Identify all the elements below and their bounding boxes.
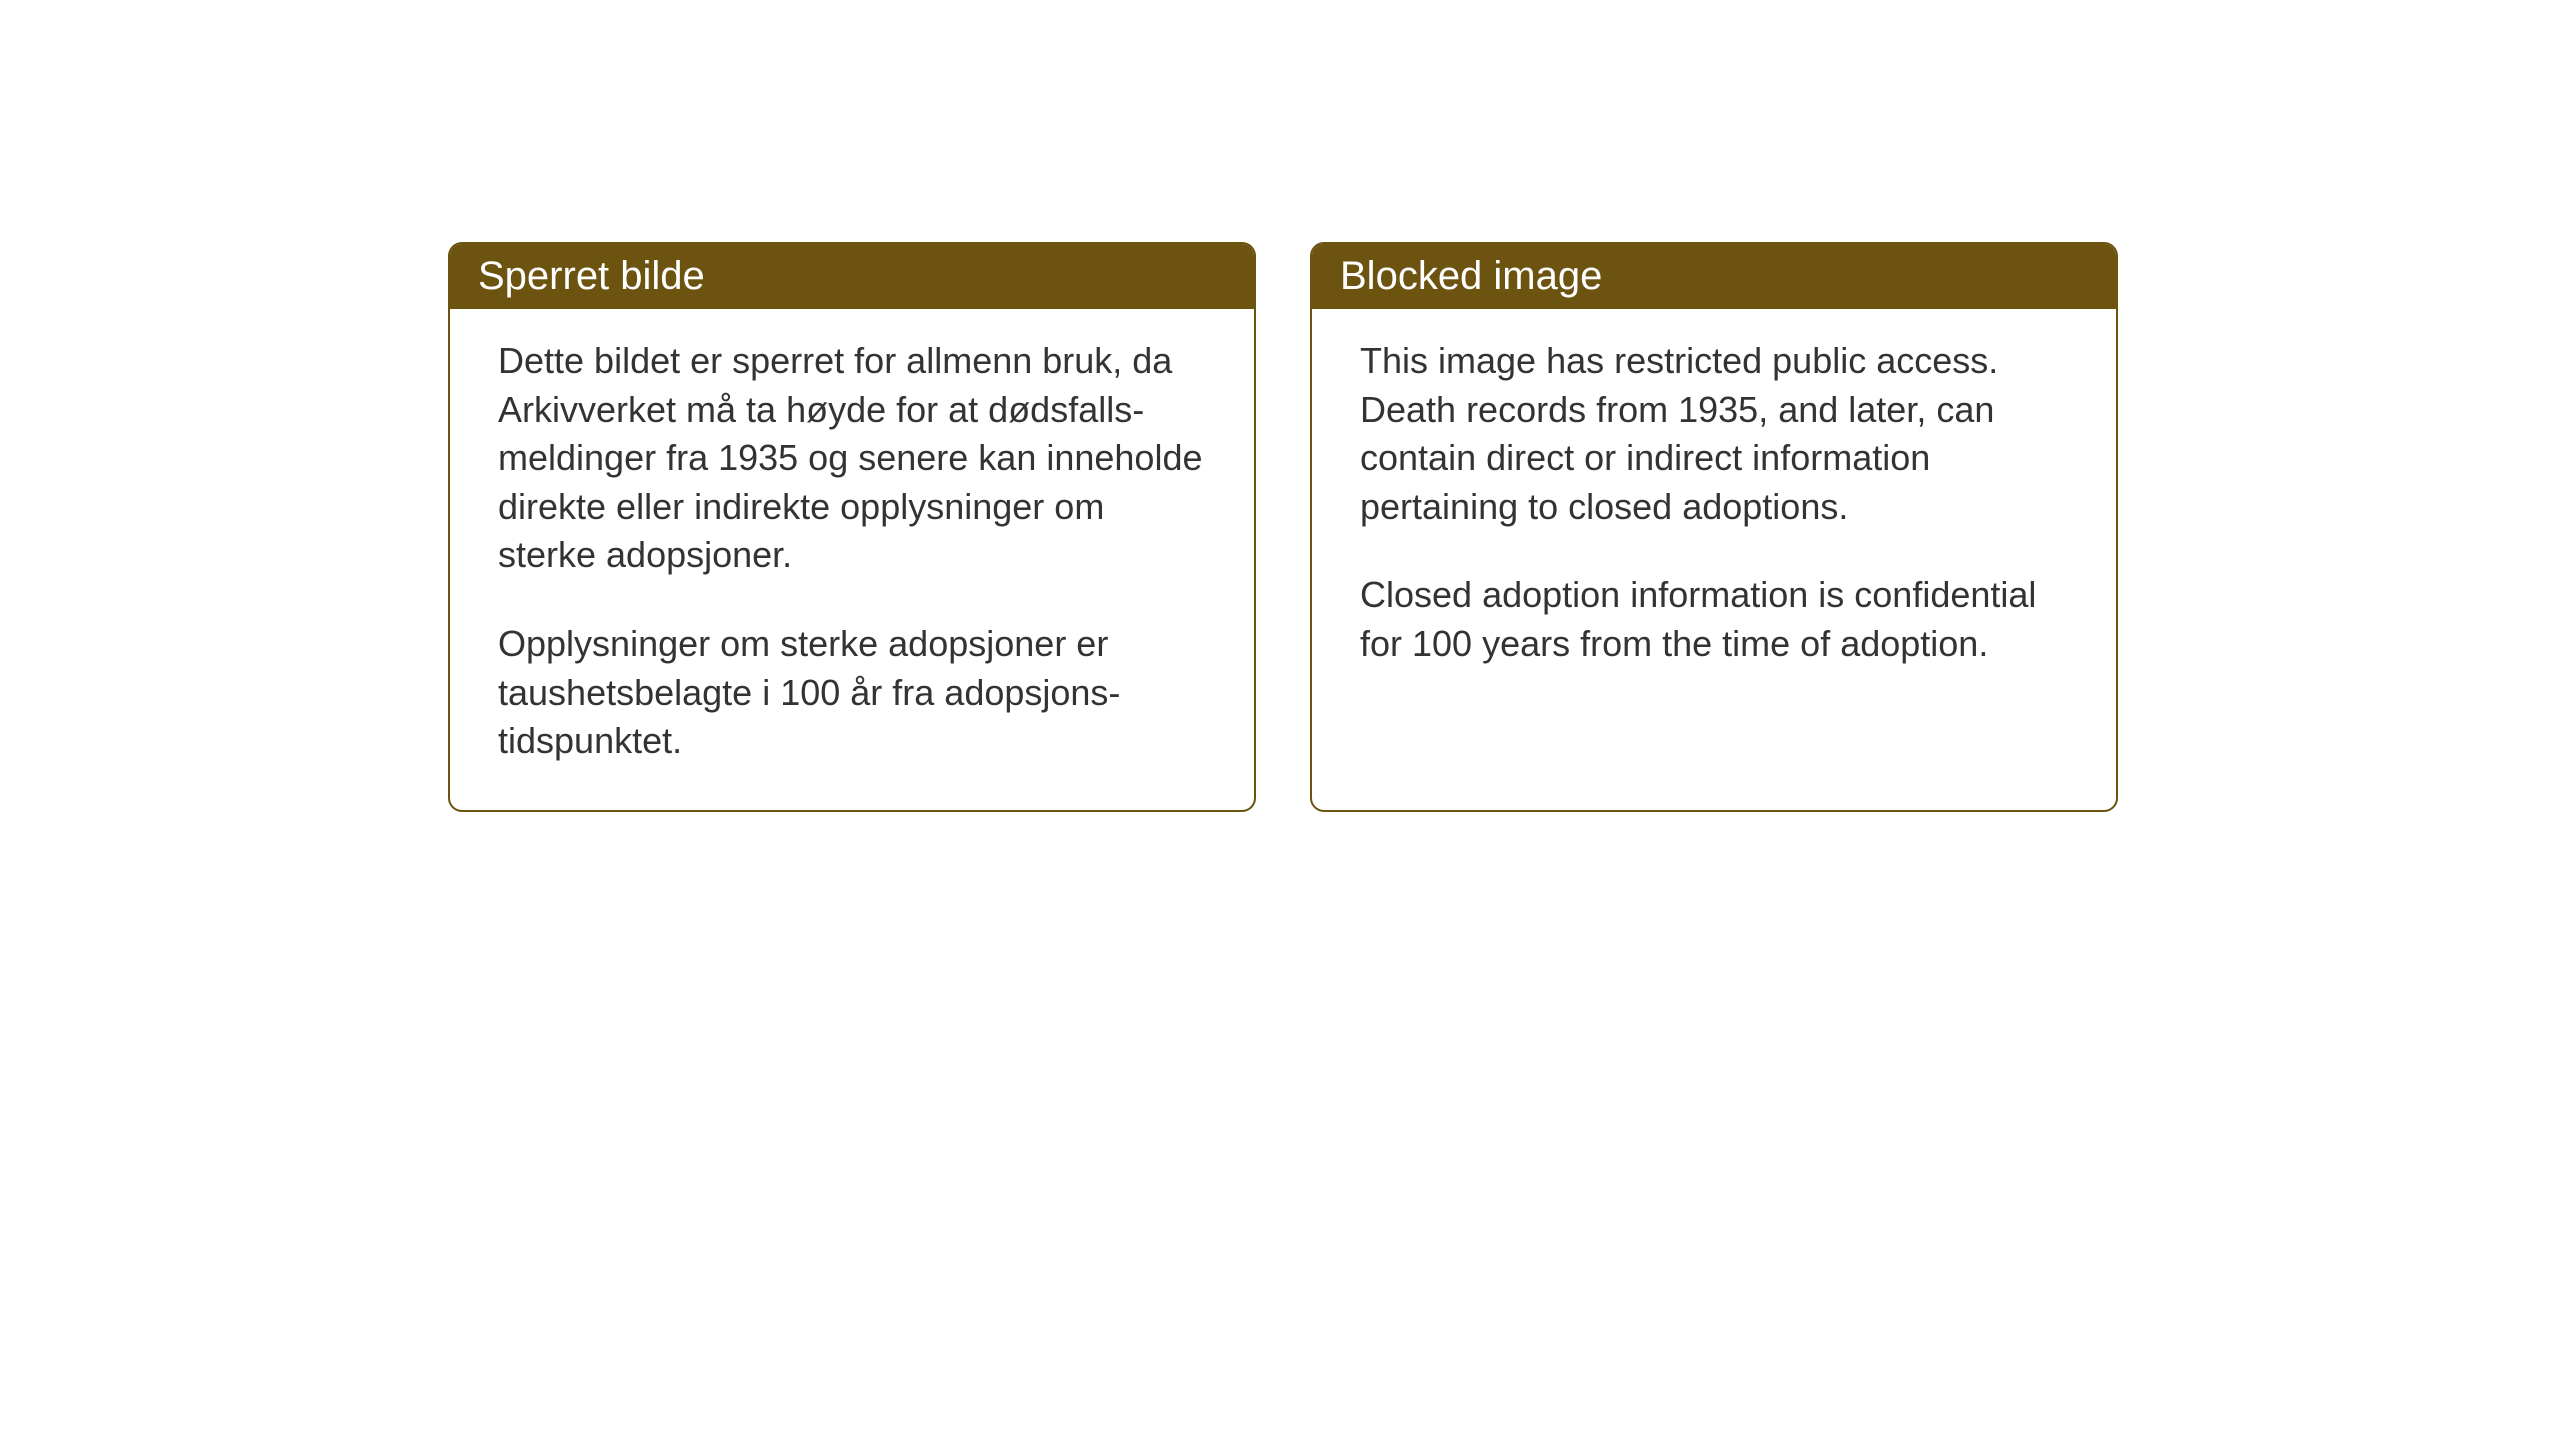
notice-container: Sperret bilde Dette bildet er sperret fo… <box>448 242 2118 812</box>
norwegian-notice-card: Sperret bilde Dette bildet er sperret fo… <box>448 242 1256 812</box>
english-card-body: This image has restricted public access.… <box>1312 309 2116 713</box>
norwegian-card-body: Dette bildet er sperret for allmenn bruk… <box>450 309 1254 810</box>
norwegian-card-title: Sperret bilde <box>450 244 1254 309</box>
english-notice-card: Blocked image This image has restricted … <box>1310 242 2118 812</box>
english-paragraph-2: Closed adoption information is confident… <box>1360 571 2068 668</box>
english-card-title: Blocked image <box>1312 244 2116 309</box>
norwegian-paragraph-2: Opplysninger om sterke adopsjoner er tau… <box>498 620 1206 766</box>
norwegian-paragraph-1: Dette bildet er sperret for allmenn bruk… <box>498 337 1206 580</box>
english-paragraph-1: This image has restricted public access.… <box>1360 337 2068 531</box>
